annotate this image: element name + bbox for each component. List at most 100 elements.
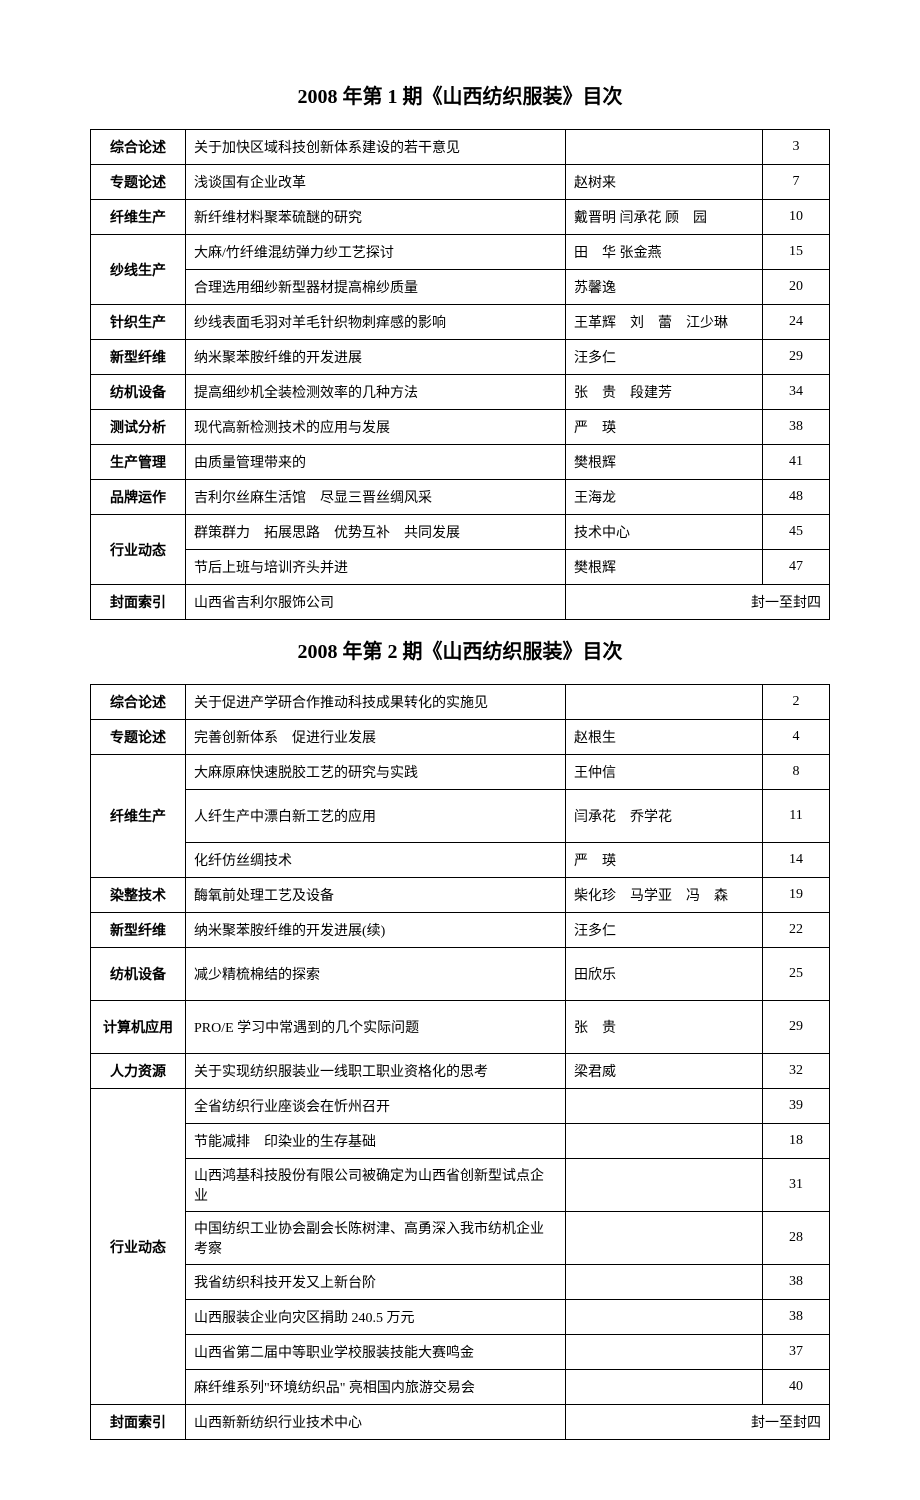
author-cell [566, 1089, 763, 1124]
page-cell: 41 [763, 445, 830, 480]
toc-table: 综合论述关于加快区域科技创新体系建设的若干意见3专题论述浅谈国有企业改革赵树来7… [90, 129, 830, 620]
table-row: 山西省第二届中等职业学校服装技能大赛鸣金 37 [91, 1335, 830, 1370]
table-row: 人纤生产中漂白新工艺的应用闫承花 乔学花11 [91, 790, 830, 843]
author-cell: 樊根辉 [566, 445, 763, 480]
article-title-cell: PRO/E 学习中常遇到的几个实际问题 [186, 1001, 566, 1054]
table-row: 化纤仿丝绸技术严 瑛14 [91, 843, 830, 878]
author-cell: 田欣乐 [566, 948, 763, 1001]
article-title-cell: 纱线表面毛羽对羊毛针织物刺痒感的影响 [186, 305, 566, 340]
page-cell: 11 [763, 790, 830, 843]
table-row: 品牌运作吉利尔丝麻生活馆 尽显三晋丝绸风采王海龙48 [91, 480, 830, 515]
article-title-cell: 由质量管理带来的 [186, 445, 566, 480]
article-title-cell: 合理选用细纱新型器材提高棉纱质量 [186, 270, 566, 305]
author-cell [566, 1370, 763, 1405]
author-cell: 王仲信 [566, 755, 763, 790]
category-cell: 染整技术 [91, 878, 186, 913]
article-title-cell: 提高细纱机全装检测效率的几种方法 [186, 375, 566, 410]
category-cell: 纺机设备 [91, 375, 186, 410]
issue-title: 2008 年第 2 期《山西纺织服装》目次 [90, 635, 830, 664]
article-title-cell: 人纤生产中漂白新工艺的应用 [186, 790, 566, 843]
table-row: 麻纤维系列"环境纺织品" 亮相国内旅游交易会 40 [91, 1370, 830, 1405]
category-cell: 新型纤维 [91, 913, 186, 948]
table-row: 新型纤维纳米聚苯胺纤维的开发进展汪多仁29 [91, 340, 830, 375]
page-cell: 7 [763, 165, 830, 200]
page-cell: 38 [763, 1300, 830, 1335]
table-row: 纱线生产大麻/竹纤维混纺弹力纱工艺探讨田 华 张金燕15 [91, 235, 830, 270]
table-row: 综合论述关于加快区域科技创新体系建设的若干意见3 [91, 130, 830, 165]
table-row: 计算机应用PRO/E 学习中常遇到的几个实际问题张 贵29 [91, 1001, 830, 1054]
table-row: 纤维生产大麻原麻快速脱胶工艺的研究与实践王仲信8 [91, 755, 830, 790]
author-cell: 柴化珍 马学亚 冯 森 [566, 878, 763, 913]
author-cell [566, 1159, 763, 1212]
table-row: 针织生产纱线表面毛羽对羊毛针织物刺痒感的影响王革辉 刘 蕾 江少琳24 [91, 305, 830, 340]
page-cell: 37 [763, 1335, 830, 1370]
author-cell [566, 1300, 763, 1335]
article-title-cell: 山西鸿基科技股份有限公司被确定为山西省创新型试点企业 [186, 1159, 566, 1212]
category-cell: 人力资源 [91, 1054, 186, 1089]
author-cell: 闫承花 乔学花 [566, 790, 763, 843]
category-cell: 纺机设备 [91, 948, 186, 1001]
table-row: 染整技术酶氧前处理工艺及设备柴化珍 马学亚 冯 森19 [91, 878, 830, 913]
author-cell: 戴晋明 闫承花 顾 园 [566, 200, 763, 235]
toc-table: 综合论述关于促进产学研合作推动科技成果转化的实施见2专题论述完善创新体系 促进行… [90, 684, 830, 1440]
page-cell: 25 [763, 948, 830, 1001]
table-row: 我省纺织科技开发又上新台阶38 [91, 1265, 830, 1300]
article-title-cell: 中国纺织工业协会副会长陈树津、高勇深入我市纺机企业考察 [186, 1212, 566, 1265]
article-title-cell: 现代高新检测技术的应用与发展 [186, 410, 566, 445]
author-cell: 王革辉 刘 蕾 江少琳 [566, 305, 763, 340]
page-cell: 22 [763, 913, 830, 948]
page-cell: 32 [763, 1054, 830, 1089]
page-cell: 3 [763, 130, 830, 165]
table-row: 行业动态全省纺织行业座谈会在忻州召开39 [91, 1089, 830, 1124]
article-title-cell: 关于促进产学研合作推动科技成果转化的实施见 [186, 685, 566, 720]
page-cell: 18 [763, 1124, 830, 1159]
document-root: 2008 年第 1 期《山西纺织服装》目次综合论述关于加快区域科技创新体系建设的… [90, 80, 830, 1440]
page-cell: 8 [763, 755, 830, 790]
page-cell: 2 [763, 685, 830, 720]
page-cell: 4 [763, 720, 830, 755]
page-cell: 20 [763, 270, 830, 305]
author-cell: 梁君威 [566, 1054, 763, 1089]
cover-page-cell: 封一至封四 [566, 585, 830, 620]
author-cell: 赵树来 [566, 165, 763, 200]
author-cell [566, 1335, 763, 1370]
article-title-cell: 大麻原麻快速脱胶工艺的研究与实践 [186, 755, 566, 790]
article-title-cell: 全省纺织行业座谈会在忻州召开 [186, 1089, 566, 1124]
table-row: 生产管理由质量管理带来的樊根辉41 [91, 445, 830, 480]
table-row: 测试分析现代高新检测技术的应用与发展严 瑛38 [91, 410, 830, 445]
category-cell: 测试分析 [91, 410, 186, 445]
article-title-cell: 完善创新体系 促进行业发展 [186, 720, 566, 755]
page-cell: 29 [763, 1001, 830, 1054]
table-row: 合理选用细纱新型器材提高棉纱质量苏馨逸20 [91, 270, 830, 305]
author-cell: 田 华 张金燕 [566, 235, 763, 270]
article-title-cell: 节后上班与培训齐头并进 [186, 550, 566, 585]
article-title-cell: 关于加快区域科技创新体系建设的若干意见 [186, 130, 566, 165]
page-cell: 39 [763, 1089, 830, 1124]
article-title-cell: 麻纤维系列"环境纺织品" 亮相国内旅游交易会 [186, 1370, 566, 1405]
page-cell: 45 [763, 515, 830, 550]
article-title-cell: 节能减排 印染业的生存基础 [186, 1124, 566, 1159]
category-cell: 针织生产 [91, 305, 186, 340]
category-cell: 纤维生产 [91, 755, 186, 878]
page-cell: 10 [763, 200, 830, 235]
page-cell: 19 [763, 878, 830, 913]
table-row: 封面索引山西省吉利尔服饰公司封一至封四 [91, 585, 830, 620]
author-cell: 王海龙 [566, 480, 763, 515]
page-cell: 38 [763, 410, 830, 445]
author-cell: 严 瑛 [566, 410, 763, 445]
table-row: 山西服装企业向灾区捐助 240.5 万元 38 [91, 1300, 830, 1335]
table-row: 山西鸿基科技股份有限公司被确定为山西省创新型试点企业31 [91, 1159, 830, 1212]
table-row: 纺机设备减少精梳棉结的探索田欣乐25 [91, 948, 830, 1001]
author-cell: 汪多仁 [566, 913, 763, 948]
author-cell: 张 贵 段建芳 [566, 375, 763, 410]
author-cell [566, 1265, 763, 1300]
category-cell: 计算机应用 [91, 1001, 186, 1054]
category-cell: 综合论述 [91, 685, 186, 720]
article-title-cell: 山西服装企业向灾区捐助 240.5 万元 [186, 1300, 566, 1335]
article-title-cell: 山西省第二届中等职业学校服装技能大赛鸣金 [186, 1335, 566, 1370]
page-cell: 40 [763, 1370, 830, 1405]
category-cell: 封面索引 [91, 585, 186, 620]
page-cell: 48 [763, 480, 830, 515]
table-row: 综合论述关于促进产学研合作推动科技成果转化的实施见 2 [91, 685, 830, 720]
article-title-cell: 酶氧前处理工艺及设备 [186, 878, 566, 913]
